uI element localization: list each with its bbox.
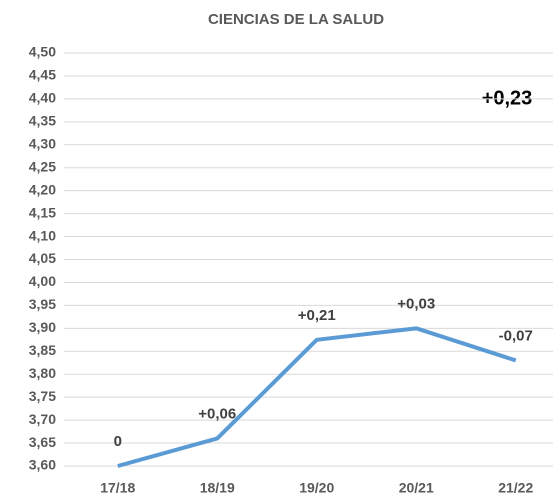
annotation: +0,03 bbox=[397, 295, 435, 312]
y-tick-label: 3,80 bbox=[29, 365, 56, 381]
y-tick-label: 4,10 bbox=[29, 227, 56, 243]
y-tick-label: 4,25 bbox=[29, 158, 56, 174]
y-tick-label: 4,05 bbox=[29, 250, 56, 266]
x-tick-label: 19/20 bbox=[299, 480, 334, 496]
chart-title: CIENCIAS DE LA SALUD bbox=[208, 11, 384, 28]
y-tick-label: 4,35 bbox=[29, 113, 56, 129]
y-tick-label: 3,70 bbox=[29, 411, 56, 427]
data-line bbox=[117, 326, 517, 468]
x-tick-label: 21/22 bbox=[498, 480, 533, 496]
y-tick-label: 3,90 bbox=[29, 319, 56, 335]
annotation: -0,07 bbox=[499, 327, 533, 344]
y-tick-label: 4,45 bbox=[29, 67, 56, 83]
summary-annotation: +0,23 bbox=[482, 87, 533, 109]
y-tick-label: 4,50 bbox=[29, 44, 56, 60]
y-tick-label: 4,40 bbox=[29, 90, 56, 106]
y-tick-label: 4,15 bbox=[29, 204, 56, 220]
x-tick-label: 18/19 bbox=[200, 480, 235, 496]
y-tick-label: 3,85 bbox=[29, 342, 56, 358]
y-tick-label: 3,75 bbox=[29, 388, 56, 404]
y-tick-label: 3,60 bbox=[29, 457, 56, 473]
y-tick-label: 3,95 bbox=[29, 296, 56, 312]
x-tick-label: 17/18 bbox=[100, 480, 135, 496]
y-tick-label: 4,00 bbox=[29, 273, 56, 289]
y-tick-label: 3,65 bbox=[29, 434, 56, 450]
x-tick-label: 20/21 bbox=[399, 480, 434, 496]
annotation: +0,21 bbox=[298, 307, 336, 324]
y-tick-label: 4,20 bbox=[29, 181, 56, 197]
y-tick-label: 4,30 bbox=[29, 135, 56, 151]
annotation: +0,06 bbox=[198, 405, 236, 422]
annotation: 0 bbox=[114, 433, 122, 450]
